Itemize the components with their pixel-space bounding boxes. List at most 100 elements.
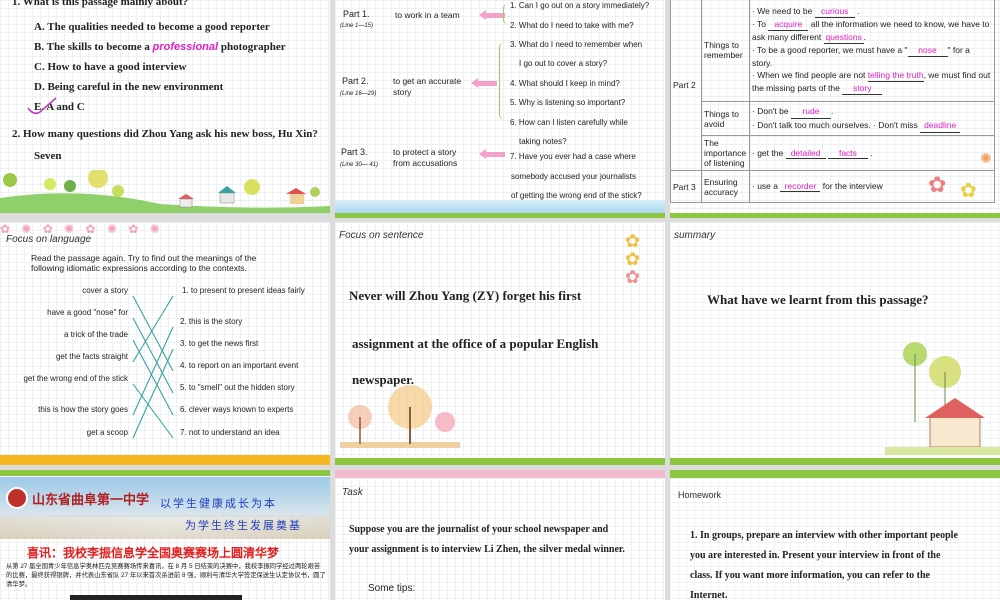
part-3-purpose: to protect a story from accusations — [393, 147, 458, 168]
slide-9-homework[interactable]: Homework 1. In groups, prepare an interv… — [670, 470, 1000, 600]
option-c: C. How to have a good interview — [34, 61, 187, 73]
match-line — [132, 383, 174, 439]
option-e: E. A and C — [34, 101, 85, 113]
question-item: 6. How can I listen carefully while — [510, 118, 628, 127]
slide-2-structure[interactable]: Part 1. (Line 1—15) to work in a team Pa… — [335, 0, 665, 218]
landscape-illustration — [0, 170, 330, 213]
water-band — [335, 200, 665, 213]
question-item: taking notes? — [519, 137, 567, 146]
slide-label: summary — [674, 230, 716, 241]
school-buildings — [0, 517, 330, 539]
sentence-line-3: newspaper. — [352, 372, 415, 387]
meaning-item: 7. not to understand an idea — [180, 428, 280, 437]
question-1: 1. What is this passage mainly about? — [12, 0, 189, 8]
news-headline: 喜讯：我校李振信息学全国奥赛赛场上圆清华梦 — [27, 546, 280, 560]
part-3-lines: (Line 30— 41) — [340, 162, 379, 168]
slide-label: Focus on language — [6, 234, 92, 245]
answer-2: Seven — [34, 150, 62, 162]
slide-label: Focus on sentence — [339, 230, 424, 241]
slide-4-focus-language[interactable]: ✿ ✺ ✿ ✺ ✿ ✺ ✿ ✺ Focus on language Read t… — [0, 222, 330, 465]
row-head: Ensuring accuracy — [701, 170, 750, 203]
answer-blank: detailed — [785, 148, 826, 159]
green-bar — [670, 470, 1000, 478]
meaning-item: 1. to present to present ideas fairly — [182, 286, 305, 295]
part-1-purpose: to work in a team — [395, 10, 460, 20]
tips-heading: Some tips: — [368, 583, 416, 594]
expression-item: cover a story — [82, 286, 128, 295]
answer-blank: rude — [790, 105, 831, 119]
question-2: 2. How many questions did Zhou Yang ask … — [12, 128, 318, 140]
sentence-line-1: Never will Zhou Yang (ZY) forget his fir… — [349, 288, 582, 303]
green-bar — [670, 458, 1000, 465]
expression-item: this is how the story goes — [38, 405, 128, 414]
part-3: Part 3. — [341, 147, 368, 157]
pink-bar — [335, 470, 665, 478]
option-b: B. The skills to become a professional p… — [34, 41, 286, 53]
task-line-2: your assignment is to interview Li Zhen,… — [349, 544, 625, 555]
homework-line-2: you are interested in. Present your inte… — [690, 550, 941, 561]
slide-1-questions[interactable]: 1. What is this passage mainly about? A.… — [0, 0, 330, 213]
school-banner: 山东省曲阜第一中学 以学生健康成长为本 为学生终生发展奠基 — [0, 477, 330, 539]
checkmark-icon — [27, 97, 57, 115]
slide-8-task[interactable]: Task Suppose you are the journalist of y… — [335, 470, 665, 600]
summary-table: Part 2 Things to remember · We need to b… — [670, 0, 995, 203]
meaning-item: 3. to get the news first — [180, 339, 259, 348]
arrow-icon — [479, 149, 505, 159]
match-line — [132, 326, 174, 416]
answer-blank: nose — [907, 44, 948, 57]
part-3-cell: Part 3 — [670, 170, 702, 203]
expression-item: get a scoop — [86, 428, 128, 437]
flower-border: ✿ ✺ ✿ ✺ ✿ ✺ ✿ ✺ — [0, 222, 164, 236]
meaning-item: 4. to report on an important event — [180, 361, 299, 370]
motto-2: 为学生终生发展奠基 — [185, 520, 302, 532]
answer-blank: questions — [823, 32, 864, 44]
nose-suffix: " for a story. — [752, 45, 970, 68]
slide-label: Task — [342, 487, 363, 498]
answer-blank: story — [842, 82, 883, 95]
flower-icon: ✿ — [928, 172, 947, 197]
match-line — [132, 295, 174, 363]
green-bar — [670, 213, 1000, 218]
meaning-item: 2. this is the story — [180, 317, 243, 326]
slide-7-news[interactable]: 山东省曲阜第一中学 以学生健康成长为本 为学生终生发展奠基 喜讯：我校李振信息学… — [0, 470, 330, 600]
answer-blank: curious — [814, 5, 855, 18]
instruction: Read the passage again. Try to find out … — [31, 253, 257, 273]
expression-item: have a good "nose" for — [47, 308, 128, 317]
part-2-purpose: to get an accurate story — [393, 76, 462, 97]
brace-icon — [499, 42, 505, 120]
match-line — [132, 339, 174, 416]
flower-icon: ✺ — [980, 150, 992, 166]
part-1-lines: (Line 1—15) — [340, 23, 374, 29]
answer-blank: recorder — [780, 181, 821, 192]
part-2-cell: Part 2 — [670, 0, 702, 171]
tree-house-illustration — [885, 342, 1000, 455]
homework-line-4: Internet. — [690, 590, 728, 600]
green-bar — [335, 458, 665, 465]
part-1: Part 1. — [343, 9, 370, 19]
option-d: D. Being careful in the new environment — [34, 81, 224, 93]
motto-1: 以学生健康成长为本 — [160, 498, 277, 510]
slide-5-focus-sentence[interactable]: Focus on sentence Never will Zhou Yang (… — [335, 222, 665, 465]
sentence-line-2: assignment at the office of a popular En… — [352, 336, 599, 351]
arrow-icon — [471, 78, 497, 88]
green-bar — [335, 213, 665, 218]
school-name: 山东省曲阜第一中学 — [32, 493, 150, 508]
row-head: The importance of listening — [701, 135, 750, 171]
brace-icon — [503, 3, 509, 25]
answer-blank: acquire — [768, 18, 809, 31]
slide-6-summary[interactable]: summary What have we learnt from this pa… — [670, 222, 1000, 465]
flower-icon: ✿ — [960, 180, 977, 202]
question-item: 2. What do I need to take with me? — [510, 21, 634, 30]
homework-line-3: class. If you want more information, you… — [690, 570, 930, 581]
expression-item: get the wrong end of the stick — [23, 374, 128, 383]
row-head: Things to remember — [701, 0, 750, 102]
match-line — [132, 317, 174, 394]
answer-blank: facts — [827, 148, 868, 159]
green-bar — [0, 470, 330, 476]
matching-lines — [132, 295, 174, 439]
slide-3-table[interactable]: Part 2 Things to remember · We need to b… — [670, 0, 1000, 218]
part-2: Part 2. — [342, 76, 369, 86]
part-2-lines: (Line 16—29) — [340, 91, 377, 97]
trees-illustration — [340, 385, 460, 448]
homework-line-1: 1. In groups, prepare an interview with … — [690, 530, 958, 541]
